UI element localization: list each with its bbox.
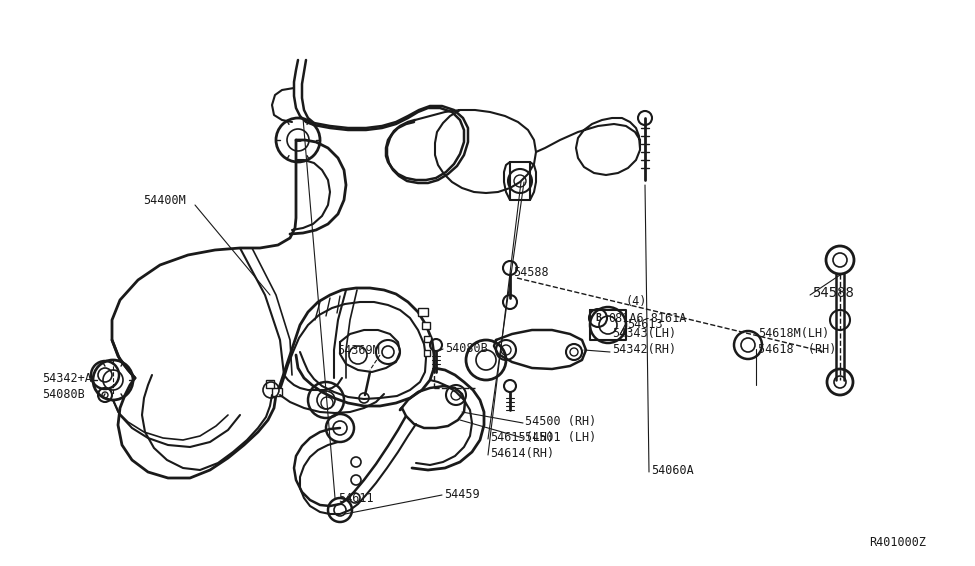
Text: B: B (595, 313, 601, 323)
Bar (272, 388, 282, 396)
Text: 54342(RH): 54342(RH) (612, 344, 676, 357)
Text: 54369M: 54369M (337, 345, 379, 358)
Text: 54613: 54613 (627, 319, 663, 332)
Bar (424, 350, 430, 356)
Text: R401000Z: R401000Z (869, 537, 926, 550)
Text: 081A6-8161A: 081A6-8161A (608, 311, 686, 324)
Text: 54060A: 54060A (651, 465, 694, 478)
Text: 54080B: 54080B (445, 342, 488, 355)
Text: 54501 (LH): 54501 (LH) (525, 431, 597, 444)
Text: 54400M: 54400M (143, 195, 186, 208)
Text: 54588: 54588 (513, 265, 549, 278)
Bar (418, 308, 428, 316)
Bar (266, 380, 274, 388)
Text: 54459: 54459 (444, 488, 480, 501)
Text: 54618  (RH): 54618 (RH) (758, 342, 837, 355)
Text: 54611: 54611 (338, 491, 373, 504)
Text: 54614(RH): 54614(RH) (490, 447, 554, 460)
Text: 54615(LH): 54615(LH) (490, 431, 554, 444)
Text: 54500 (RH): 54500 (RH) (525, 414, 597, 427)
Text: 54343(LH): 54343(LH) (612, 328, 676, 341)
Bar (422, 322, 430, 329)
Text: 54588: 54588 (812, 286, 854, 300)
Text: 54618M(LH): 54618M(LH) (758, 327, 830, 340)
Text: 54342+A: 54342+A (42, 372, 92, 385)
Text: (4): (4) (626, 295, 647, 308)
Text: 54080B: 54080B (42, 388, 85, 401)
Bar (424, 336, 431, 342)
